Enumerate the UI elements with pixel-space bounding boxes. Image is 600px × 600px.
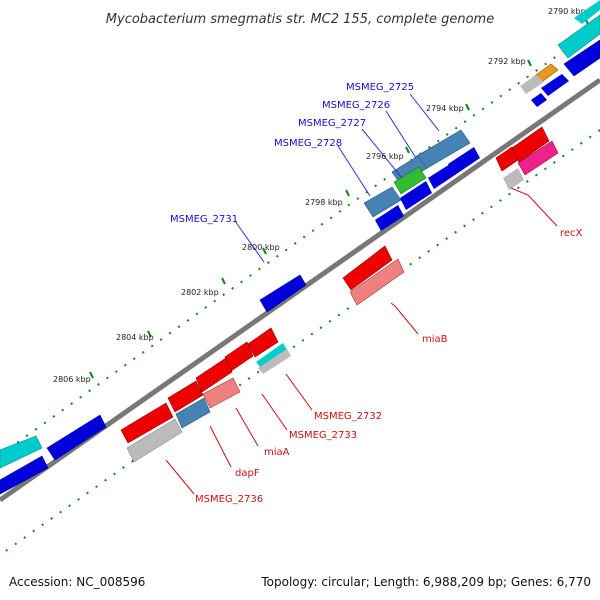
gene-miaB-red[interactable] — [342, 245, 393, 291]
gene-blue-topright[interactable] — [563, 39, 600, 77]
label-recX[interactable]: recX — [560, 228, 583, 239]
page-title: Mycobacterium smegmatis str. MC2 155, co… — [106, 12, 494, 27]
tick-label-2798: 2798 kbp — [305, 198, 343, 207]
gene-MSMEG_2736-red[interactable] — [120, 402, 174, 444]
inner-dotted-ring — [0, 129, 600, 556]
tick-label-2802: 2802 kbp — [181, 288, 219, 297]
gene-recX-red-b[interactable] — [495, 146, 519, 172]
gene-miaA-red-b[interactable] — [195, 357, 233, 393]
label-MSMEG_2727[interactable]: MSMEG_2727 — [298, 118, 366, 129]
gene-recX-grey[interactable] — [503, 168, 524, 190]
label-MSMEG_2728[interactable]: MSMEG_2728 — [274, 138, 342, 149]
tick-label-2804: 2804 kbp — [116, 333, 154, 342]
gene-MSMEG_2736-grey[interactable] — [126, 418, 183, 463]
gene-dapF-red[interactable] — [167, 380, 204, 413]
outer-dotted-ring — [0, 24, 600, 456]
tick-label-2792: 2792 kbp — [488, 57, 526, 66]
tick-label-2790: 2790 kbp — [548, 7, 586, 16]
gene-dapF-steel[interactable] — [175, 397, 211, 429]
gene-grey-2792[interactable] — [520, 75, 544, 94]
gene-cyan-topright[interactable] — [557, 14, 600, 59]
genome-summary-text: Topology: circular; Length: 6,988,209 bp… — [260, 575, 591, 589]
label-MSMEG_2726[interactable]: MSMEG_2726 — [322, 100, 390, 111]
accession-text: Accession: NC_008596 — [9, 575, 145, 589]
leader-lines-bottom — [165, 187, 558, 495]
label-MSMEG_2732[interactable]: MSMEG_2732 — [314, 411, 382, 422]
reverse-genes — [120, 126, 559, 463]
gene-blue-2727[interactable] — [400, 181, 432, 210]
gene-blue-2792b[interactable] — [531, 93, 547, 107]
gene-blue-2726a[interactable] — [448, 147, 480, 175]
tick-label-2794: 2794 kbp — [426, 104, 464, 113]
label-miaA[interactable]: miaA — [264, 447, 290, 458]
gene-miaA-lightred[interactable] — [202, 377, 241, 409]
gene-MSMEG_2733-grey[interactable] — [258, 349, 291, 374]
gene-cyan-left[interactable] — [0, 435, 43, 469]
gene-MSMEG_2727[interactable] — [393, 166, 427, 195]
gene-MSMEG_2733-cyan[interactable] — [256, 343, 287, 368]
tick-label-2806: 2806 kbp — [53, 375, 91, 384]
label-MSMEG_2736[interactable]: MSMEG_2736 — [195, 494, 263, 505]
gene-blue-left-b[interactable] — [0, 455, 49, 495]
label-MSMEG_2725[interactable]: MSMEG_2725 — [346, 82, 414, 93]
gene-MSMEG_2731[interactable] — [259, 274, 307, 313]
label-MSMEG_2731[interactable]: MSMEG_2731 — [170, 214, 238, 225]
gene-blue-2726b[interactable] — [428, 164, 455, 189]
label-miaB[interactable]: miaB — [422, 334, 448, 345]
gene-blue-left-a[interactable] — [46, 414, 107, 461]
tick-label-2800: 2800 kbp — [242, 243, 280, 252]
gene-blue-2792a[interactable] — [541, 74, 569, 96]
gene-blue-2728[interactable] — [375, 205, 404, 231]
label-dapF[interactable]: dapF — [235, 468, 260, 479]
forward-genes — [0, 0, 600, 495]
leader-lines-top — [234, 93, 440, 263]
gene-MSMEG_2732-red[interactable] — [247, 327, 279, 358]
gene-recX-pink[interactable] — [517, 140, 559, 176]
label-MSMEG_2733[interactable]: MSMEG_2733 — [289, 430, 357, 441]
gene-miaB-lightred[interactable] — [349, 258, 405, 306]
gene-cyan-topright-2[interactable] — [574, 0, 600, 24]
